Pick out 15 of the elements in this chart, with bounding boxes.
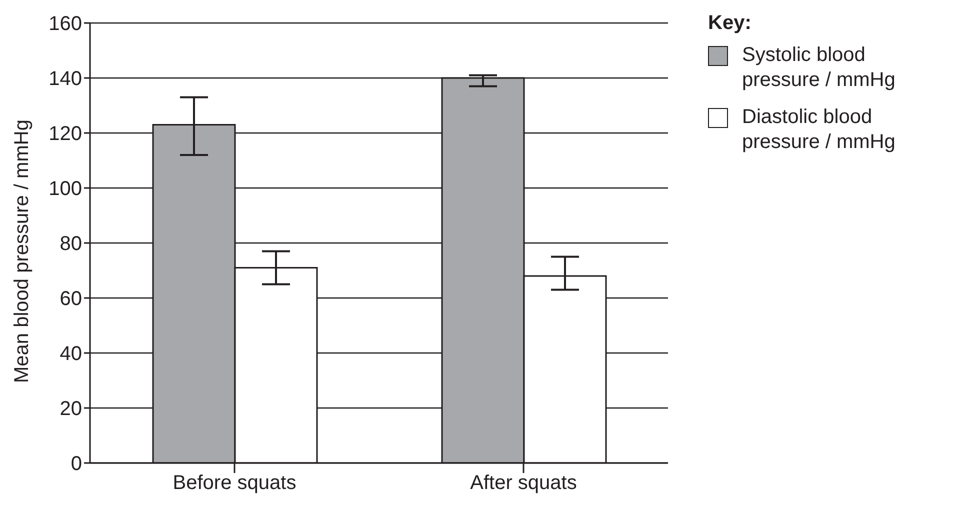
y-tick-label: 100 [48,178,82,200]
y-tick-label: 80 [60,233,82,256]
y-tick-label: 160 [48,13,82,36]
y-axis-title: Mean blood pressure / mmHg [11,120,34,383]
y-tick-label: 40 [60,343,82,366]
y-tick-label: 20 [60,398,82,420]
y-tick-label: 140 [48,68,82,90]
legend-label: Systolic blood pressure / mmHg [742,43,896,93]
y-tick-label: 60 [60,288,82,310]
legend-label: Diastolic blood pressure / mmHg [742,105,896,155]
x-tick-label: Before squats [172,472,296,494]
legend-title: Key: [708,12,752,35]
y-tick-label: 0 [70,453,82,476]
x-tick-label: After squats [470,472,577,494]
y-tick-label: 120 [48,123,82,146]
